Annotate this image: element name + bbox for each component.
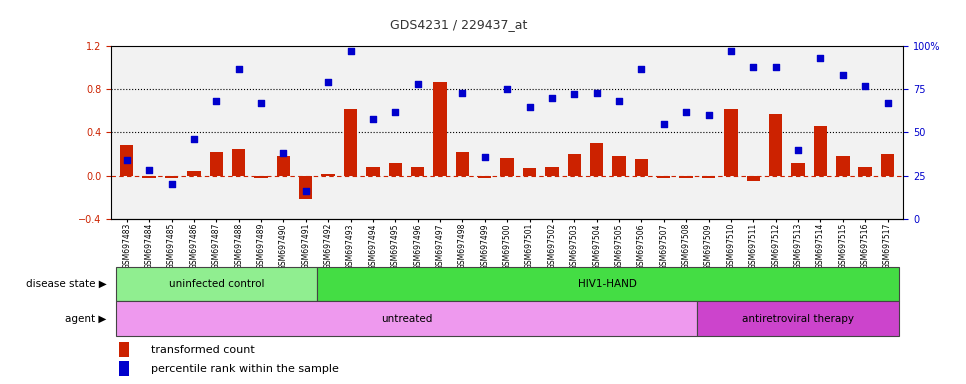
Bar: [317, 267, 898, 301]
Point: [566, 91, 582, 98]
Bar: [697, 301, 898, 336]
Text: transformed count: transformed count: [151, 345, 254, 355]
Bar: [813, 126, 827, 176]
Bar: [747, 176, 760, 181]
Bar: [254, 176, 268, 178]
Point: [455, 90, 470, 96]
Point: [746, 64, 761, 70]
Bar: [635, 159, 648, 176]
Bar: [116, 267, 317, 301]
Point: [141, 167, 156, 174]
Bar: [165, 176, 178, 178]
Bar: [881, 154, 895, 176]
Point: [522, 104, 537, 110]
Text: uninfected control: uninfected control: [168, 279, 264, 289]
Point: [880, 100, 895, 106]
Point: [724, 48, 739, 55]
Bar: [411, 167, 424, 176]
Bar: [590, 143, 604, 176]
Point: [544, 95, 559, 101]
Bar: [679, 176, 693, 178]
Point: [700, 112, 716, 118]
Text: percentile rank within the sample: percentile rank within the sample: [151, 364, 338, 374]
Bar: [120, 146, 133, 176]
Point: [611, 98, 627, 104]
Point: [835, 73, 850, 79]
Bar: [837, 156, 849, 176]
Point: [634, 65, 649, 71]
Bar: [478, 176, 492, 178]
Point: [790, 147, 806, 153]
Bar: [434, 82, 446, 176]
Point: [119, 157, 134, 163]
Text: disease state ▶: disease state ▶: [25, 279, 106, 289]
Point: [477, 154, 493, 160]
Text: GDS4231 / 229437_at: GDS4231 / 229437_at: [390, 18, 527, 31]
Point: [164, 181, 180, 187]
Bar: [568, 154, 581, 176]
Point: [209, 98, 224, 104]
Bar: [769, 114, 782, 176]
Point: [768, 64, 783, 70]
Bar: [702, 176, 715, 178]
Bar: [210, 152, 223, 176]
Point: [589, 90, 605, 96]
Bar: [366, 167, 380, 176]
Point: [858, 83, 873, 89]
Bar: [388, 163, 402, 176]
Point: [433, 12, 448, 18]
Point: [387, 109, 403, 115]
Bar: [119, 361, 128, 376]
Text: antiretroviral therapy: antiretroviral therapy: [742, 314, 854, 324]
Point: [275, 150, 291, 156]
Point: [499, 86, 515, 92]
Point: [678, 109, 694, 115]
Bar: [187, 171, 201, 176]
Point: [253, 100, 269, 106]
Bar: [142, 176, 156, 178]
Bar: [344, 109, 357, 176]
Bar: [232, 149, 245, 176]
Point: [812, 55, 828, 61]
Bar: [500, 159, 514, 176]
Point: [343, 48, 358, 55]
Bar: [299, 176, 312, 199]
Bar: [116, 301, 697, 336]
Point: [656, 121, 671, 127]
Bar: [322, 174, 335, 176]
Point: [298, 188, 314, 194]
Bar: [545, 167, 558, 176]
Point: [231, 65, 246, 71]
Point: [410, 81, 425, 87]
Bar: [791, 163, 805, 176]
Bar: [612, 156, 626, 176]
Text: HIV1-HAND: HIV1-HAND: [579, 279, 638, 289]
Point: [365, 116, 381, 122]
Text: untreated: untreated: [381, 314, 432, 324]
Bar: [859, 167, 872, 176]
Bar: [456, 152, 469, 176]
Bar: [276, 156, 290, 176]
Bar: [657, 176, 670, 178]
Bar: [523, 168, 536, 176]
Text: agent ▶: agent ▶: [65, 314, 106, 324]
Point: [186, 136, 202, 142]
Bar: [724, 109, 738, 176]
Point: [321, 79, 336, 85]
Bar: [119, 342, 128, 357]
